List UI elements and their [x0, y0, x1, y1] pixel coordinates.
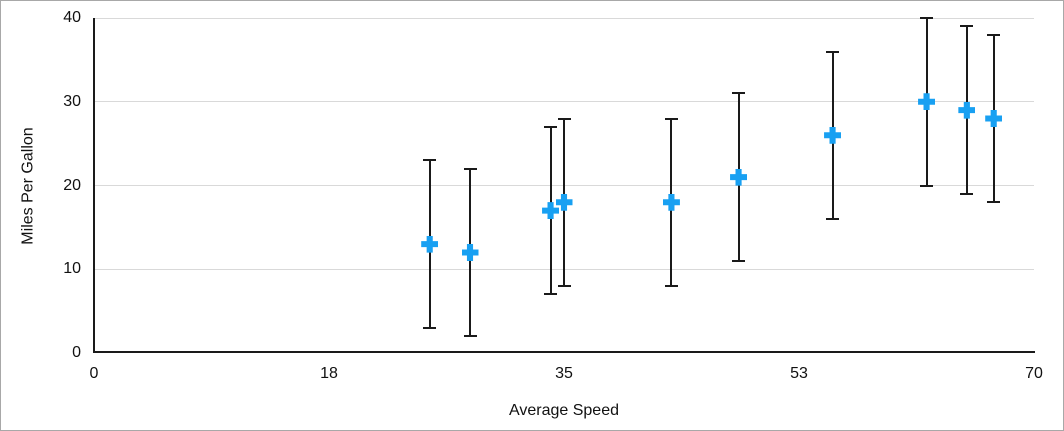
error-bar-bottom-cap: [987, 201, 1001, 204]
error-bar-bottom-cap: [920, 184, 934, 187]
x-tick-label: 53: [790, 365, 808, 382]
error-bar-top-cap: [732, 92, 746, 95]
error-bar-bottom-cap: [544, 293, 558, 296]
error-bar-top-cap: [463, 167, 477, 170]
gridline: [94, 101, 1034, 103]
error-bar-top-cap: [423, 159, 437, 162]
error-bar-top-cap: [960, 25, 974, 28]
error-bar-bottom-cap: [664, 285, 678, 287]
data-point-marker[interactable]: [985, 110, 1003, 127]
data-point-marker[interactable]: [958, 101, 976, 119]
data-point-marker[interactable]: [421, 235, 439, 253]
data-point-marker[interactable]: [662, 193, 680, 211]
gridline: [94, 17, 1034, 19]
y-axis-line: [93, 18, 95, 353]
y-tick-label: 40: [63, 9, 81, 26]
y-tick-label: 20: [63, 176, 81, 194]
error-bar-bottom-cap: [826, 218, 840, 220]
data-point-marker[interactable]: [461, 244, 479, 261]
error-bar-top-cap: [544, 125, 558, 128]
error-bar-bottom-cap: [732, 259, 746, 262]
data-point-marker[interactable]: [824, 126, 842, 144]
data-point-marker[interactable]: [918, 93, 936, 111]
error-bar-top-cap: [664, 117, 678, 120]
x-tick-label: 18: [320, 365, 338, 382]
error-bar-top-cap: [557, 117, 571, 120]
error-bar-bottom-cap: [557, 285, 571, 287]
y-tick-label: 10: [63, 260, 81, 278]
y-axis-title: Miles Per Gallon: [19, 127, 37, 245]
y-tick-label: 0: [72, 344, 81, 361]
data-point-marker[interactable]: [730, 168, 748, 186]
error-bar-bottom-cap: [463, 335, 477, 338]
x-tick-label: 35: [555, 365, 573, 382]
x-axis-line: [93, 351, 1035, 353]
error-bar-bottom-cap: [423, 326, 437, 329]
error-bar-top-cap: [826, 50, 840, 53]
x-tick-label: 70: [1025, 365, 1043, 382]
error-bar-top-cap: [920, 17, 934, 19]
error-bar-bottom-cap: [960, 192, 974, 195]
y-tick-label: 30: [63, 92, 81, 110]
x-tick-label: 0: [89, 365, 99, 382]
x-axis-title: Average Speed: [508, 402, 619, 419]
error-bar-top-cap: [987, 33, 1001, 36]
